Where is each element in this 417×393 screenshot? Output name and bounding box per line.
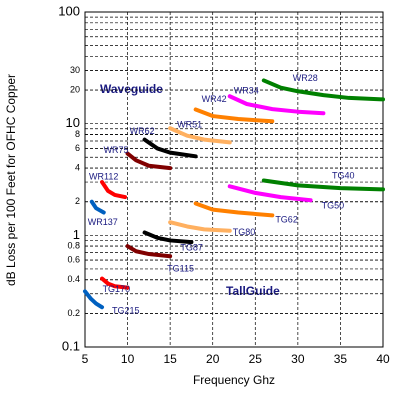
series-line — [83, 289, 105, 310]
y-tick-label: 0.4 — [67, 274, 80, 284]
series-label: WR34 — [234, 86, 259, 96]
y-axis-label: dB Loss per 100 Feet for OFHC Copper — [4, 74, 18, 286]
annotation: Waveguide — [100, 82, 163, 96]
series-line — [168, 126, 232, 145]
series-label: TG62 — [275, 215, 298, 225]
x-tick-label: 30 — [291, 352, 305, 366]
x-tick-label: 40 — [376, 352, 390, 366]
y-tick-label: 100 — [58, 3, 80, 18]
y-tick-label: 6 — [75, 143, 80, 153]
series-label: TG50 — [322, 201, 345, 211]
series-label: WR112 — [89, 171, 118, 181]
series-line — [89, 199, 106, 215]
y-tick-label: 1 — [73, 227, 80, 242]
series-label: WR51 — [177, 120, 202, 130]
series-line — [100, 180, 128, 200]
series-line — [168, 220, 232, 233]
series-label: TG80 — [233, 227, 256, 237]
series-label: WR42 — [202, 94, 227, 104]
y-tick-label: 20 — [70, 84, 80, 94]
series-line — [142, 230, 194, 245]
y-tick-label: 0.2 — [67, 308, 80, 318]
series-label: TG215 — [112, 306, 140, 316]
y-tick-label: 2 — [75, 196, 80, 206]
series-line — [261, 178, 385, 192]
x-tick-label: 5 — [82, 352, 89, 366]
series-line — [227, 94, 326, 116]
series-label: WR75 — [104, 145, 129, 155]
annotation: TallGuide — [226, 284, 280, 298]
y-tick-label: 0.6 — [67, 254, 80, 264]
x-tick-label: 15 — [163, 352, 177, 366]
series-line — [261, 78, 385, 102]
y-tick-label: 8 — [75, 129, 80, 139]
y-tick-label: 0.1 — [62, 338, 80, 353]
x-tick-label: 20 — [206, 352, 220, 366]
series-label: TG115 — [167, 264, 194, 274]
y-tick-label: 4 — [75, 162, 80, 172]
series-label: TG40 — [332, 171, 355, 181]
y-tick-label: 0.8 — [67, 241, 80, 251]
series-line — [193, 107, 275, 124]
series-line — [193, 201, 275, 218]
series-line — [125, 244, 173, 259]
series-label: WR137 — [88, 217, 118, 227]
series-label: TG87 — [180, 242, 203, 252]
y-tick-label: 10 — [66, 115, 80, 130]
series-label: TG170 — [103, 284, 131, 294]
series-line — [142, 137, 198, 159]
x-tick-label: 10 — [121, 352, 135, 366]
y-tick-label: 30 — [70, 65, 80, 75]
plot-frame — [84, 11, 384, 348]
x-axis-label: Frequency Ghz — [193, 373, 275, 387]
series-line — [125, 151, 173, 171]
series-label: WR62 — [130, 126, 155, 136]
x-tick-label: 35 — [334, 352, 348, 366]
series-line — [100, 276, 130, 290]
x-tick-label: 25 — [249, 352, 263, 366]
series-line — [227, 184, 313, 203]
series-label: WR28 — [293, 73, 318, 83]
